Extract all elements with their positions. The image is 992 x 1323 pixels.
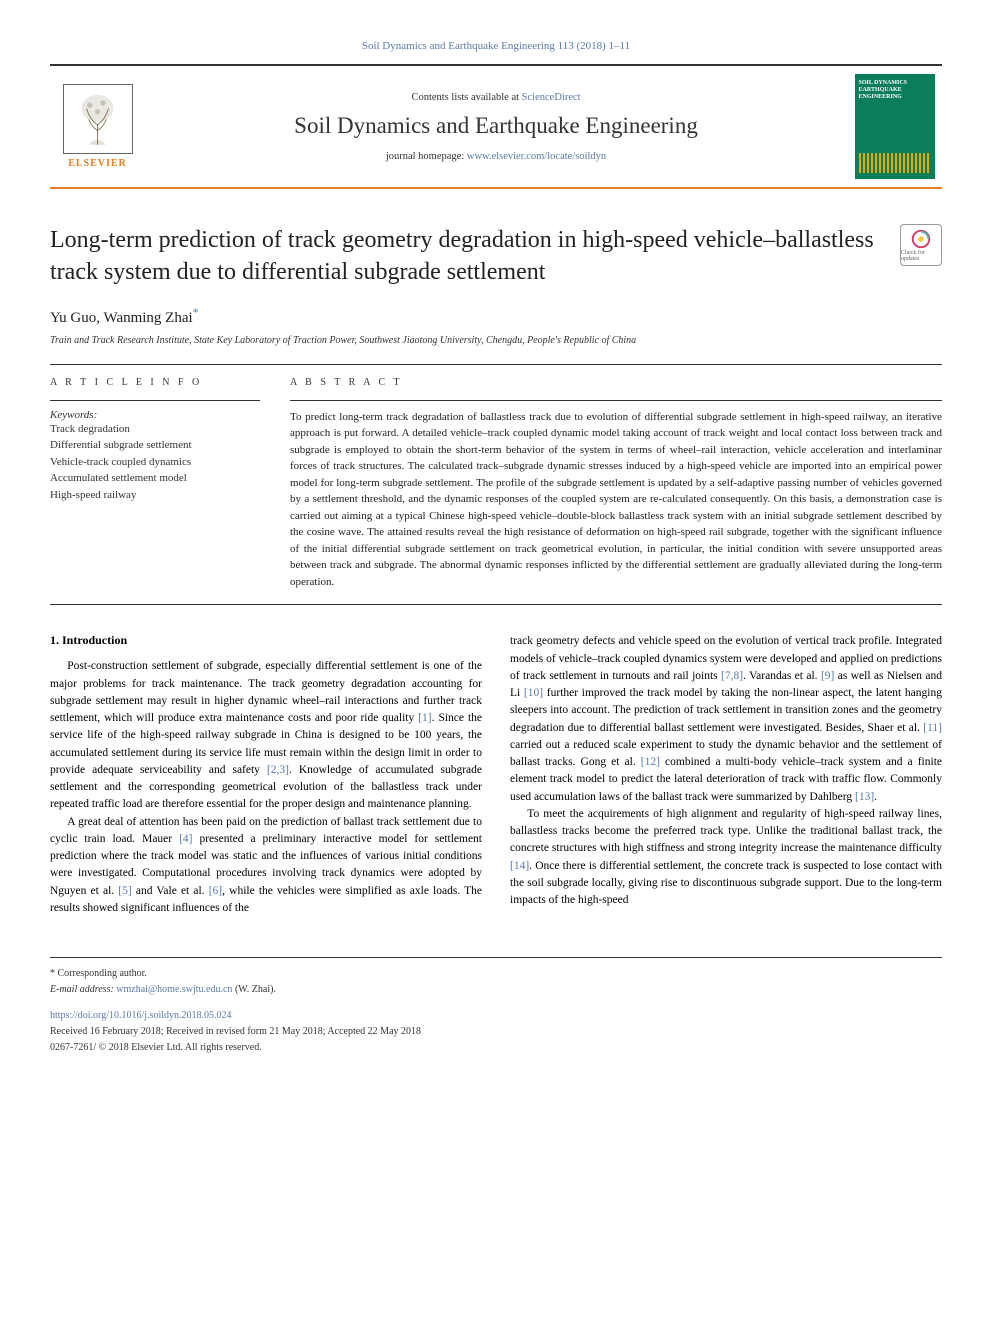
check-updates-badge[interactable]: Check for updates bbox=[900, 224, 942, 266]
contents-available: Contents lists available at ScienceDirec… bbox=[411, 92, 580, 103]
sciencedirect-link[interactable]: ScienceDirect bbox=[522, 92, 581, 103]
divider bbox=[290, 400, 942, 401]
abstract-column: A B S T R A C T To predict long-term tra… bbox=[290, 377, 942, 591]
body-right-column: track geometry defects and vehicle speed… bbox=[510, 633, 942, 917]
citation-link[interactable]: [6] bbox=[209, 885, 222, 897]
divider bbox=[50, 364, 942, 365]
citation-link[interactable]: [10] bbox=[524, 687, 543, 699]
corresponding-mark: * bbox=[193, 305, 199, 319]
authors: Yu Guo, Wanming Zhai* bbox=[50, 305, 942, 327]
article-info-label: A R T I C L E I N F O bbox=[50, 377, 260, 388]
keyword-item: Differential subgrade settlement bbox=[50, 437, 260, 454]
cover-title-text: SOIL DYNAMICS EARTHQUAKE ENGINEERING bbox=[859, 80, 931, 102]
citation-link[interactable]: [1] bbox=[418, 712, 431, 724]
citation-link[interactable]: [9] bbox=[821, 670, 834, 682]
footer: * Corresponding author. E-mail address: … bbox=[50, 957, 942, 1056]
cover-wave-graphic bbox=[859, 153, 931, 173]
article-info-column: A R T I C L E I N F O Keywords: Track de… bbox=[50, 377, 260, 591]
divider bbox=[50, 400, 260, 401]
body-paragraph: To meet the acquirements of high alignme… bbox=[510, 806, 942, 910]
keyword-item: Track degradation bbox=[50, 421, 260, 438]
body-columns: 1. Introduction Post-construction settle… bbox=[50, 633, 942, 917]
keywords-label: Keywords: bbox=[50, 409, 260, 421]
check-updates-label: Check for updates bbox=[901, 250, 941, 262]
divider bbox=[50, 604, 942, 605]
article-title: Long-term prediction of track geometry d… bbox=[50, 224, 880, 289]
body-paragraph: Post-construction settlement of subgrade… bbox=[50, 658, 482, 813]
journal-cover: SOIL DYNAMICS EARTHQUAKE ENGINEERING bbox=[847, 66, 942, 187]
header-center: Contents lists available at ScienceDirec… bbox=[145, 66, 847, 187]
abstract-text: To predict long-term track degradation o… bbox=[290, 409, 942, 591]
journal-homepage: journal homepage: www.elsevier.com/locat… bbox=[386, 151, 606, 162]
affiliation: Train and Track Research Institute, Stat… bbox=[50, 335, 942, 346]
info-abstract-row: A R T I C L E I N F O Keywords: Track de… bbox=[50, 377, 942, 591]
homepage-link[interactable]: www.elsevier.com/locate/soildyn bbox=[467, 151, 606, 162]
citation-link[interactable]: [7,8] bbox=[721, 670, 743, 682]
elsevier-tree-icon bbox=[63, 84, 133, 154]
keyword-item: Vehicle-track coupled dynamics bbox=[50, 454, 260, 471]
corresponding-author-note: * Corresponding author. bbox=[50, 966, 942, 982]
email-line: E-mail address: wmzhai@home.swjtu.edu.cn… bbox=[50, 982, 942, 998]
journal-header: ELSEVIER Contents lists available at Sci… bbox=[50, 64, 942, 189]
cover-thumbnail: SOIL DYNAMICS EARTHQUAKE ENGINEERING bbox=[855, 74, 935, 179]
keyword-item: High-speed railway bbox=[50, 487, 260, 504]
keyword-item: Accumulated settlement model bbox=[50, 470, 260, 487]
body-paragraph: A great deal of attention has been paid … bbox=[50, 814, 482, 918]
publisher-logo: ELSEVIER bbox=[50, 66, 145, 187]
keywords-list: Track degradation Differential subgrade … bbox=[50, 421, 260, 504]
doi-line: https://doi.org/10.1016/j.soildyn.2018.0… bbox=[50, 1008, 942, 1024]
copyright-line: 0267-7261/ © 2018 Elsevier Ltd. All righ… bbox=[50, 1040, 942, 1056]
homepage-prefix: journal homepage: bbox=[386, 151, 467, 162]
abstract-label: A B S T R A C T bbox=[290, 377, 942, 388]
elsevier-label: ELSEVIER bbox=[68, 158, 127, 169]
citation-link[interactable]: [5] bbox=[118, 885, 131, 897]
title-row: Long-term prediction of track geometry d… bbox=[50, 224, 942, 289]
email-link[interactable]: wmzhai@home.swjtu.edu.cn bbox=[116, 984, 232, 995]
contents-prefix: Contents lists available at bbox=[411, 92, 521, 103]
citation-link[interactable]: [14] bbox=[510, 860, 529, 872]
journal-reference: Soil Dynamics and Earthquake Engineering… bbox=[50, 40, 942, 52]
journal-name: Soil Dynamics and Earthquake Engineering bbox=[294, 113, 698, 139]
email-label: E-mail address: bbox=[50, 984, 116, 995]
citation-link[interactable]: [4] bbox=[179, 833, 192, 845]
author-names: Yu Guo, Wanming Zhai bbox=[50, 310, 193, 326]
email-suffix: (W. Zhai). bbox=[232, 984, 276, 995]
doi-link[interactable]: https://doi.org/10.1016/j.soildyn.2018.0… bbox=[50, 1010, 232, 1021]
citation-link[interactable]: [12] bbox=[641, 756, 660, 768]
citation-link[interactable]: [13] bbox=[855, 791, 874, 803]
citation-link[interactable]: [2,3] bbox=[267, 764, 289, 776]
received-dates: Received 16 February 2018; Received in r… bbox=[50, 1024, 942, 1040]
body-left-column: 1. Introduction Post-construction settle… bbox=[50, 633, 482, 917]
body-paragraph: track geometry defects and vehicle speed… bbox=[510, 633, 942, 806]
section-heading: 1. Introduction bbox=[50, 633, 482, 648]
citation-link[interactable]: [11] bbox=[923, 722, 942, 734]
